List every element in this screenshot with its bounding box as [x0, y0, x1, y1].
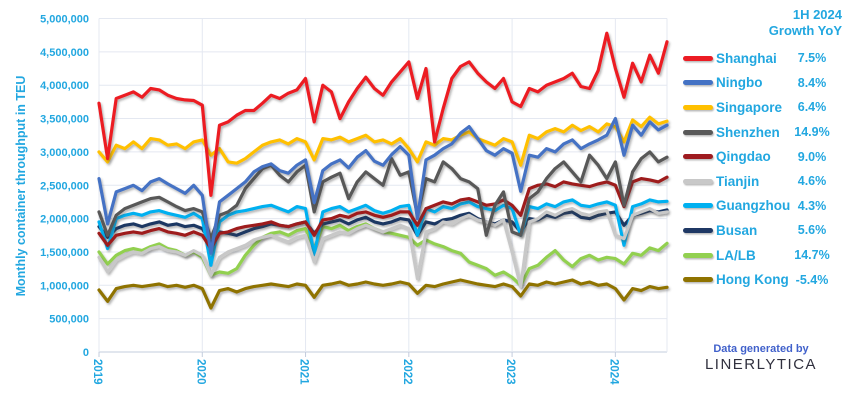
legend-item-tianjin: Tianjin 4.6% — [683, 169, 843, 194]
legend-label-la-lb: LA/LB — [716, 247, 756, 263]
y-tick-label: 500,000 — [49, 314, 89, 326]
y-axis-title: Monthly container throughput in TEU — [14, 75, 28, 297]
legend-growth-value-busan: 5.6% — [797, 223, 827, 238]
y-tick-label: 1,000,000 — [40, 280, 89, 292]
legend-label-shenzhen: Shenzhen — [716, 124, 780, 140]
series-line-shanghai — [97, 31, 669, 197]
legend-swatch-guangzhou — [683, 203, 713, 209]
x-axis-tick-labels: 2019 2020 2021 2022 2023 2024 — [91, 359, 619, 385]
legend-swatch-shenzhen — [683, 129, 713, 135]
legend-swatch-la-lb — [683, 252, 713, 258]
x-tick-label: 2023 — [504, 359, 516, 385]
y-tick-label: 3,500,000 — [40, 114, 89, 126]
series-line-busan — [97, 208, 669, 244]
x-tick-label: 2024 — [607, 359, 619, 385]
series-line-hong-kong — [97, 278, 669, 310]
legend-label-tianjin: Tianjin — [716, 173, 760, 189]
legend-item-hong-kong: Hong Kong -5.4% — [683, 267, 843, 292]
series-line-guangzhou — [97, 198, 669, 267]
legend-label-singapore: Singapore — [716, 99, 783, 115]
series-line-shenzhen — [97, 150, 669, 241]
legend-growth-value-shanghai: 7.5% — [797, 51, 827, 66]
legend-item-qingdao: Qingdao 9.0% — [683, 144, 843, 169]
y-tick-label: 5,000,000 — [40, 14, 89, 26]
plot-area: 0 500,000 1,000,000 1,500,000 2,000,000 2,500… — [40, 14, 669, 385]
linerlytica-logo: LINERLYTICA — [704, 356, 818, 373]
legend-item-singapore: Singapore 6.4% — [683, 95, 843, 120]
legend-swatch-hong-kong — [683, 277, 713, 283]
y-tick-label: 2,000,000 — [40, 214, 89, 226]
legend-growth-value-guangzhou: 4.3% — [797, 198, 827, 213]
legend-item-la-lb: LA/LB 14.7% — [683, 243, 843, 268]
legend-swatch-busan — [683, 227, 713, 233]
legend-swatch-shanghai — [683, 55, 713, 61]
legend-growth-value-shenzhen: 14.9% — [794, 125, 830, 140]
y-tick-label: 1,500,000 — [40, 247, 89, 259]
legend-header: 1H 2024 Growth YoY — [769, 7, 842, 39]
gridlines — [98, 18, 668, 357]
legend-header-line1: 1H 2024 — [792, 7, 842, 22]
series-lines — [97, 31, 669, 310]
legend-growth-value-hong-kong: -5.4% — [795, 272, 829, 287]
y-tick-label: 3,000,000 — [40, 147, 89, 159]
legend-label-hong-kong: Hong Kong — [716, 272, 789, 288]
legend-growth-value-ningbo: 8.4% — [797, 75, 827, 90]
series-line-singapore — [97, 115, 669, 167]
legend-swatch-qingdao — [683, 154, 713, 160]
legend-growth-value-singapore: 6.4% — [797, 100, 827, 115]
legend: 1H 2024 Growth YoY Shanghai 7.5% Ningbo 8.4… — [680, 0, 847, 300]
legend-label-busan: Busan — [716, 222, 758, 238]
y-tick-label: 0 — [83, 347, 89, 359]
legend-label-guangzhou: Guangzhou — [716, 198, 791, 214]
legend-item-shanghai: Shanghai 7.5% — [683, 46, 843, 71]
legend-item-shenzhen: Shenzhen 14.9% — [683, 120, 843, 145]
legend-header-line2: Growth YoY — [768, 23, 842, 38]
legend-label-shanghai: Shanghai — [716, 50, 777, 66]
series-line-tianjin — [97, 207, 669, 289]
legend-label-qingdao: Qingdao — [716, 149, 771, 165]
legend-growth-value-tianjin: 4.6% — [797, 174, 827, 189]
legend-swatch-singapore — [683, 104, 713, 110]
x-tick-label: 2021 — [298, 359, 310, 385]
legend-item-guangzhou: Guangzhou 4.3% — [683, 194, 843, 219]
legend-swatch-ningbo — [683, 80, 713, 86]
legend-item-ningbo: Ningbo 8.4% — [683, 71, 843, 96]
data-credit-text: Data generated by — [713, 343, 809, 355]
series-line-ningbo — [97, 116, 669, 255]
legend-label-ningbo: Ningbo — [716, 75, 763, 91]
legend-growth-value-qingdao: 9.0% — [797, 149, 827, 164]
y-axis-tick-labels: 0 500,000 1,000,000 1,500,000 2,000,000 2,500… — [40, 14, 89, 360]
footer: Data generated by LINERLYTICA — [690, 343, 832, 373]
x-tick-label: 2022 — [401, 359, 413, 385]
y-tick-label: 2,500,000 — [40, 180, 89, 192]
legend-swatch-tianjin — [683, 178, 713, 184]
series-line-qingdao — [97, 175, 669, 251]
y-tick-label: 4,000,000 — [40, 80, 89, 92]
x-tick-label: 2019 — [91, 359, 103, 385]
y-tick-label: 4,500,000 — [40, 47, 89, 59]
legend-growth-value-la-lb: 14.7% — [794, 248, 830, 263]
x-tick-label: 2020 — [194, 359, 206, 385]
legend-item-busan: Busan 5.6% — [683, 218, 843, 243]
